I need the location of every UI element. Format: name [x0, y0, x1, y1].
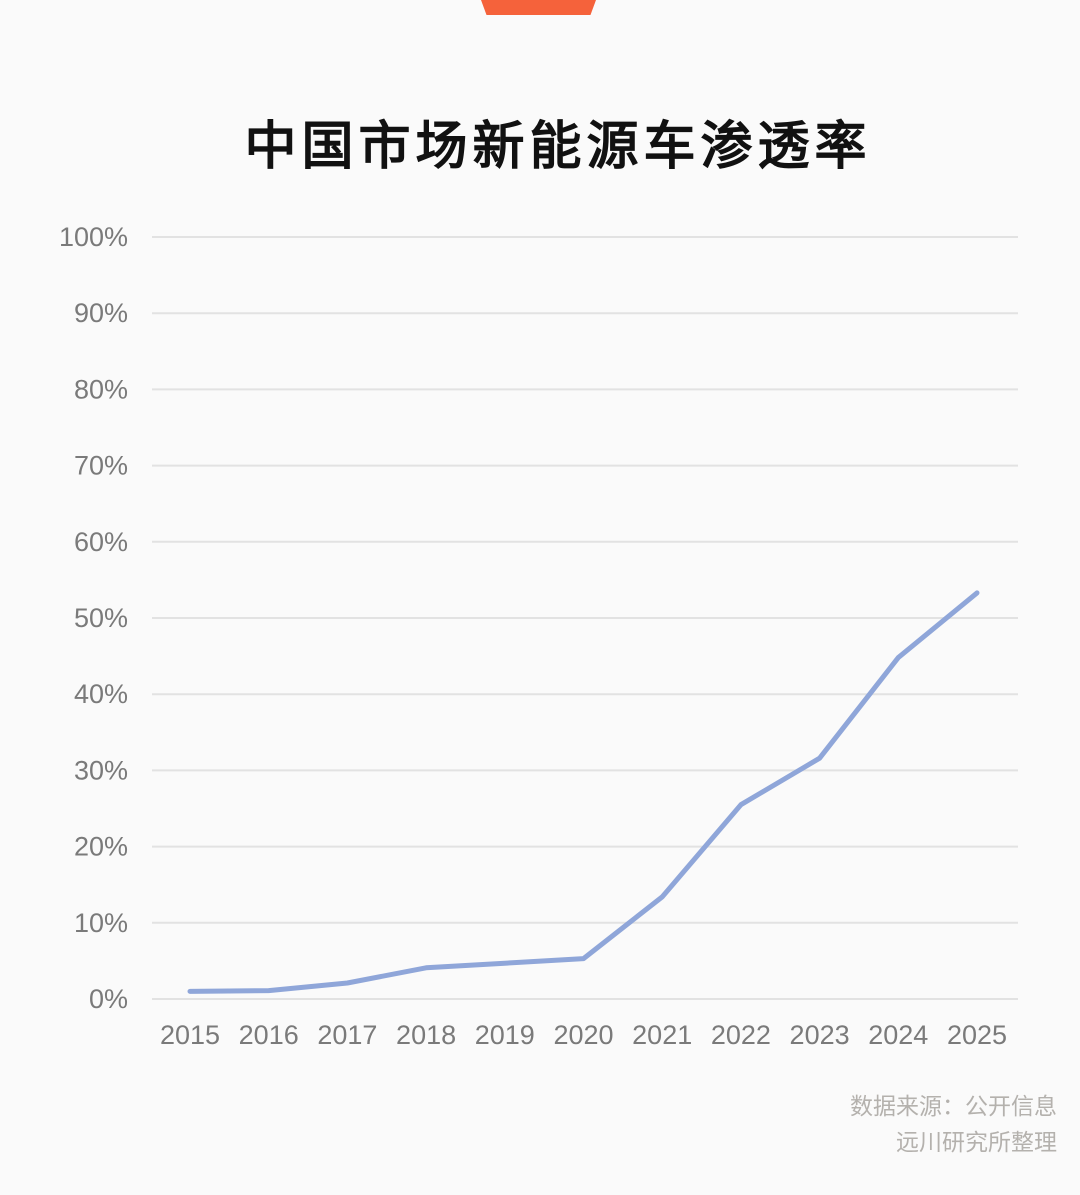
x-tick-label: 2022 — [711, 1020, 771, 1050]
x-tick-label: 2018 — [396, 1020, 456, 1050]
data-source-line2: 远川研究所整理 — [896, 1129, 1057, 1155]
data-source-line1: 数据来源：公开信息 — [850, 1093, 1057, 1119]
x-tick-label: 2019 — [475, 1020, 535, 1050]
y-tick-label: 0% — [89, 984, 128, 1014]
x-tick-label: 2016 — [239, 1020, 299, 1050]
x-tick-label: 2025 — [947, 1020, 1007, 1050]
x-tick-label: 2015 — [160, 1020, 220, 1050]
chart-title: 中国市场新能源车渗透率 — [244, 118, 872, 176]
y-tick-label: 90% — [74, 298, 128, 328]
x-tick-label: 2020 — [553, 1020, 613, 1050]
y-tick-label: 60% — [74, 527, 128, 557]
y-tick-label: 10% — [74, 908, 128, 938]
y-tick-label: 40% — [74, 679, 128, 709]
x-tick-label: 2021 — [632, 1020, 692, 1050]
y-tick-label: 50% — [74, 603, 128, 633]
x-tick-label: 2017 — [317, 1020, 377, 1050]
y-tick-label: 30% — [74, 755, 128, 785]
y-tick-label: 20% — [74, 832, 128, 862]
y-tick-label: 80% — [74, 374, 128, 404]
y-tick-label: 100% — [59, 222, 128, 252]
penetration-rate-line — [187, 590, 980, 994]
data-source-note: 数据来源：公开信息 远川研究所整理 — [850, 1088, 1057, 1160]
x-tick-label: 2023 — [790, 1020, 850, 1050]
x-tick-label: 2024 — [868, 1020, 928, 1050]
brand-logo-shape — [481, 0, 596, 15]
y-tick-label: 70% — [74, 451, 128, 481]
